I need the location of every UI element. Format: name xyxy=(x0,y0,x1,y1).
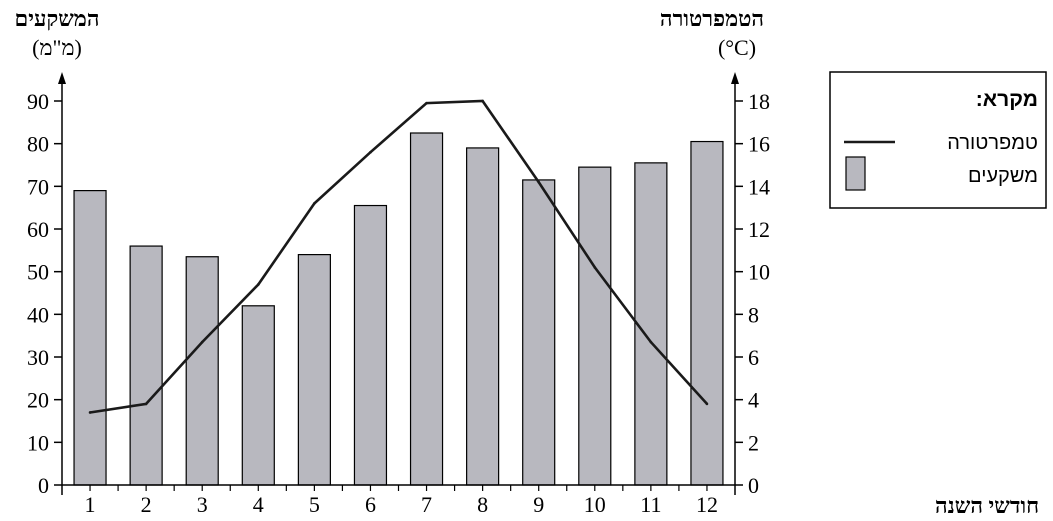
legend-title: מקרא: xyxy=(976,88,1038,111)
left-axis-tick-label: 80 xyxy=(27,132,49,157)
left-axis-title: המשקעים xyxy=(15,6,100,31)
bar xyxy=(409,132,444,486)
legend-bar-swatch xyxy=(845,156,866,191)
temperature-point xyxy=(369,150,372,154)
temperature-point xyxy=(481,99,484,103)
right-axis-tick-label: 18 xyxy=(748,89,770,114)
bar xyxy=(297,254,331,486)
left-axis-tick-label: 20 xyxy=(27,388,49,413)
left-axis-unit: (מ"מ) xyxy=(32,35,82,60)
left-axis-tick-label: 70 xyxy=(27,174,49,199)
bar xyxy=(73,190,107,486)
temperature-point xyxy=(256,283,260,286)
temperature-point xyxy=(705,402,709,406)
left-axis-arrow xyxy=(58,72,66,84)
x-axis-tick-label: 1 xyxy=(85,492,96,517)
x-axis-tick-label: 3 xyxy=(197,492,208,517)
right-axis-tick-label: 6 xyxy=(748,345,759,370)
x-axis-tick-label: 8 xyxy=(477,492,488,517)
temperature-point xyxy=(425,101,428,105)
x-axis-tick-label: 2 xyxy=(141,492,152,517)
x-axis-tick-label: 6 xyxy=(365,492,376,517)
x-axis-tick-label: 11 xyxy=(640,492,661,517)
left-axis-tick-label: 50 xyxy=(27,260,49,285)
left-axis-tick-label: 90 xyxy=(27,89,49,114)
right-axis-tick-label: 2 xyxy=(748,430,759,455)
legend-label-temperature: טמפרטורה xyxy=(947,132,1038,154)
bar xyxy=(185,256,219,486)
right-axis-tick-label: 14 xyxy=(748,174,770,199)
legend-label-precipitation: משקעים xyxy=(968,165,1038,187)
right-axis-tick-label: 0 xyxy=(748,473,759,498)
x-axis-title: חודשי השנה xyxy=(935,493,1039,518)
temperature-point xyxy=(537,180,541,184)
temperature-point xyxy=(200,340,204,344)
bar xyxy=(466,147,500,486)
right-axis-tick-label: 16 xyxy=(748,132,770,157)
bar xyxy=(353,204,388,486)
right-axis-arrow xyxy=(731,72,739,84)
bar xyxy=(690,140,724,486)
left-axis-tick-label: 10 xyxy=(27,430,49,455)
x-axis-tick-label: 9 xyxy=(533,492,544,517)
x-axis-tick-label: 10 xyxy=(584,492,606,517)
x-axis-tick-label: 12 xyxy=(696,492,718,517)
temperature-point xyxy=(649,340,653,344)
temperature-point xyxy=(88,411,92,414)
temperature-point xyxy=(593,266,597,269)
left-axis-tick-label: 40 xyxy=(27,302,49,327)
bar xyxy=(578,166,612,486)
legend-box xyxy=(829,71,1047,209)
bar xyxy=(241,305,275,486)
right-axis-tick-label: 10 xyxy=(748,260,770,285)
right-axis-tick-label: 12 xyxy=(748,217,770,242)
right-axis-unit: (°C) xyxy=(718,35,756,60)
bar-series xyxy=(73,132,724,486)
left-axis-tick-label: 0 xyxy=(38,473,49,498)
bar xyxy=(522,179,556,486)
x-axis-tick-label: 4 xyxy=(253,492,264,517)
left-axis-tick-label: 30 xyxy=(27,345,49,370)
bar xyxy=(129,245,163,486)
temperature-line xyxy=(89,99,708,414)
line-series xyxy=(88,99,709,414)
x-axis-tick-label: 5 xyxy=(309,492,320,517)
temperature-point xyxy=(313,202,316,205)
right-axis-tick-label: 4 xyxy=(748,388,759,413)
temperature-point xyxy=(144,402,148,406)
bar xyxy=(634,162,668,486)
x-axis-tick-label: 7 xyxy=(421,492,432,517)
left-axis-tick-label: 60 xyxy=(27,217,49,242)
legend: מקרא: טמפרטורה משקעים xyxy=(829,71,1047,209)
right-axis-tick-label: 8 xyxy=(748,302,759,327)
right-axis-title: הטמפרטורה xyxy=(660,6,764,31)
